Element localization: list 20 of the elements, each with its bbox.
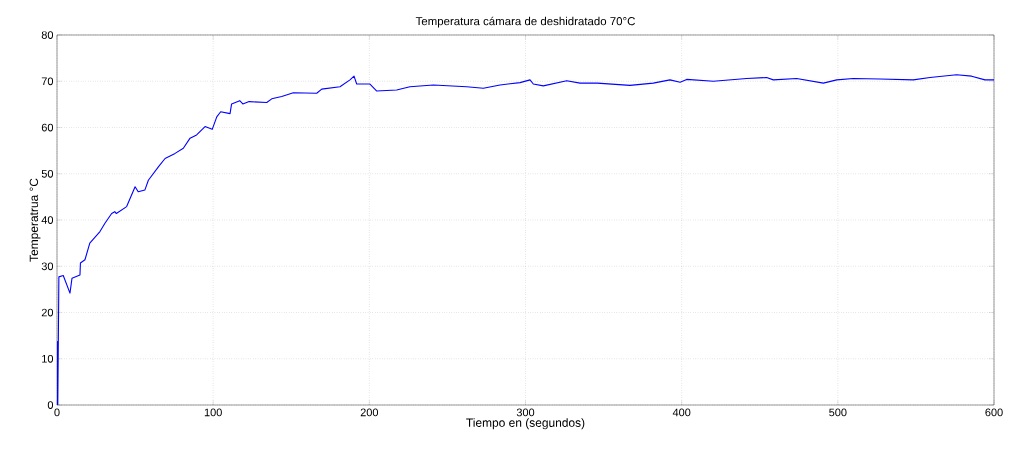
x-tick-label: 200	[360, 408, 379, 417]
x-tick-label: 600	[985, 408, 1003, 417]
y-tick-label: 40	[41, 216, 54, 224]
x-tick-label: 400	[672, 408, 691, 417]
x-tick-label: 300	[516, 408, 535, 417]
x-axis-title: Tiempo en (segundos)	[466, 418, 585, 430]
chart-title: Temperatura cámara de deshidratado 70°C	[415, 16, 635, 28]
y-tick-label: 80	[41, 31, 54, 39]
y-tick-label: 60	[41, 123, 54, 132]
x-tick-label: 0	[54, 408, 60, 417]
x-tick-label: 100	[204, 408, 222, 417]
y-tick-label: 0	[47, 401, 54, 409]
y-tick-label: 70	[41, 77, 54, 86]
y-tick-label: 50	[41, 169, 54, 178]
y-axis-title: Temperatrua °C	[29, 178, 41, 262]
x-tick-label: 500	[829, 408, 847, 417]
y-tick-label: 20	[41, 308, 54, 317]
line-series	[57, 74, 995, 405]
y-tick-label: 30	[41, 262, 54, 271]
y-tick-label: 10	[42, 354, 54, 363]
